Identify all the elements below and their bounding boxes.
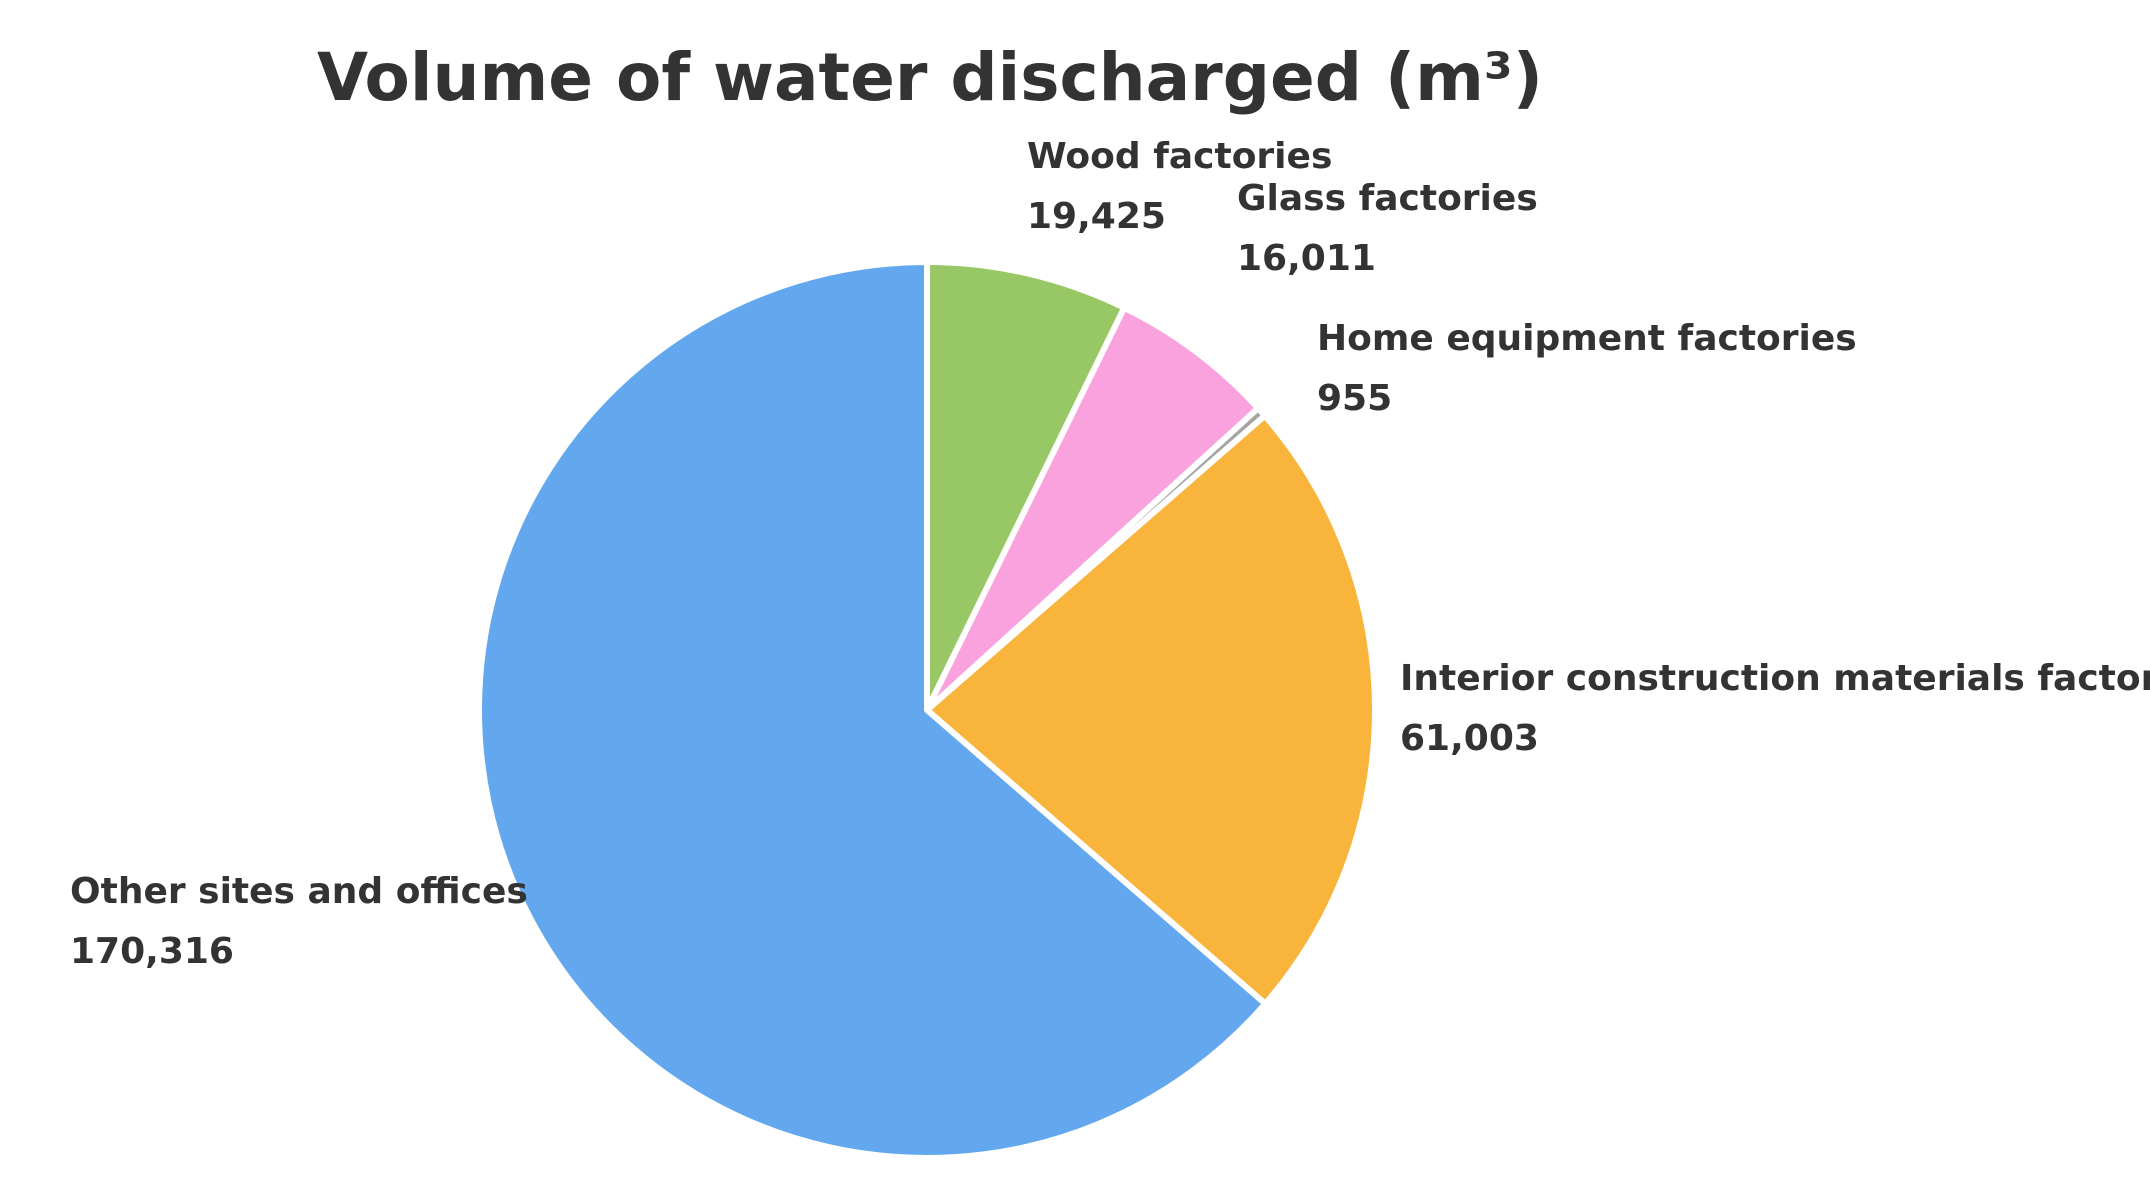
slice-value: 170,316 xyxy=(70,931,234,972)
slice-value: 61,003 xyxy=(1400,718,1539,759)
chart-title: Volume of water discharged (m³) xyxy=(317,39,1543,116)
pie-slice-glass-factories xyxy=(924,304,1262,713)
pie-slice-interior-construction-materials-factories xyxy=(924,412,1378,1007)
pie-slices xyxy=(476,259,1378,1161)
slice-labels: Wood factories 19,425 Glass factories 16,01… xyxy=(70,136,2150,972)
slice-label: Other sites and offices xyxy=(70,871,528,912)
slice-label: Home equipment factories xyxy=(1317,318,1857,359)
slice-label: Glass factories xyxy=(1237,178,1538,219)
pie-slice-wood-factories xyxy=(924,259,1128,713)
slice-value: 16,011 xyxy=(1237,238,1376,279)
slice-label: Interior construction materials factorie… xyxy=(1400,658,2150,699)
slice-value: 19,425 xyxy=(1027,196,1166,237)
slice-value: 955 xyxy=(1317,378,1392,419)
slice-label: Wood factories xyxy=(1027,136,1332,177)
pie-slice-other-sites-and-offices xyxy=(476,259,1269,1161)
